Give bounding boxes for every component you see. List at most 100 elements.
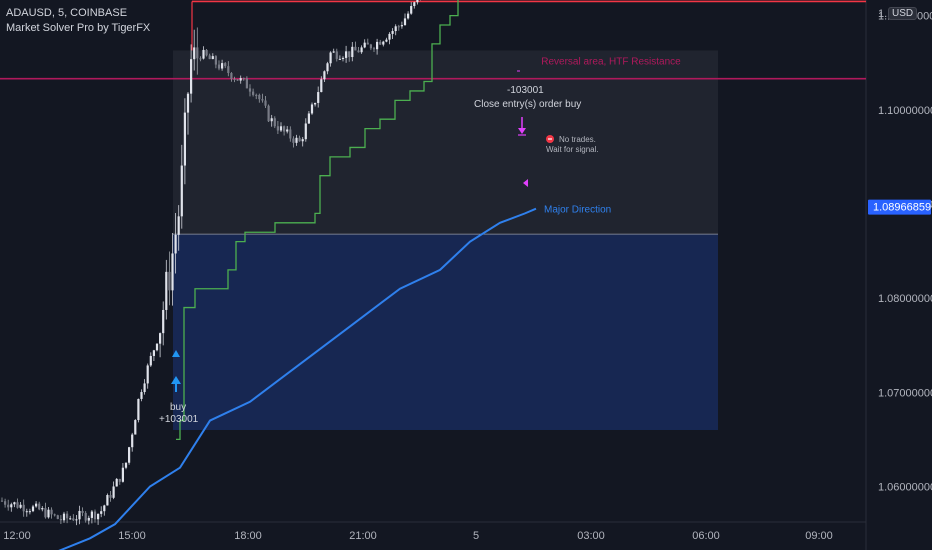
candle-body (252, 91, 255, 95)
candle-body (289, 129, 292, 139)
candle-body (72, 518, 75, 521)
candle-body (134, 420, 137, 435)
candle-body (168, 271, 171, 291)
candle-body (28, 511, 31, 513)
trailing-stop-line (176, 0, 459, 441)
candle-body (75, 519, 78, 521)
candle-body (307, 113, 310, 124)
candle-body (351, 46, 354, 58)
candle-body (239, 78, 242, 81)
candle-body (338, 58, 341, 60)
candle-body (137, 398, 140, 421)
exit-marker-icon (523, 179, 528, 187)
candle-body (140, 392, 143, 399)
candle-body (10, 504, 13, 508)
candle-body (230, 73, 233, 79)
candle-body (332, 51, 335, 53)
candle-body (22, 504, 25, 512)
reversal-area-label: Reversal area, HTF Resistance (541, 57, 681, 68)
candle-body (326, 63, 329, 72)
candle-body (357, 50, 360, 53)
candle-body (388, 33, 391, 40)
major-direction-line (58, 207, 537, 550)
candle-body (66, 513, 69, 519)
candle-body (56, 515, 59, 519)
candle-body (217, 64, 221, 69)
candle-body (118, 478, 121, 482)
buy-marker-top (172, 350, 180, 357)
candle-body (376, 41, 379, 50)
candle-body (242, 78, 245, 80)
buy-signal-id: +103001 (159, 414, 199, 425)
candle-body (292, 138, 295, 143)
candle-body (379, 41, 382, 45)
major-direction-label: Major Direction (544, 205, 611, 216)
candle-body (177, 216, 180, 235)
x-tick-label: 18:00 (234, 530, 262, 542)
x-tick-label: 15:00 (118, 530, 146, 542)
candle-body (385, 39, 388, 42)
buy-signal-label: buy (170, 402, 186, 413)
candle-body (403, 18, 407, 26)
candle-body (69, 518, 72, 520)
candle-body (131, 434, 134, 448)
candle-body (323, 71, 326, 80)
candle-body (407, 13, 410, 19)
currency-button[interactable]: USD (888, 7, 918, 20)
candle-body (16, 502, 19, 508)
candle-body (301, 139, 304, 142)
candle-body (304, 123, 307, 140)
candle-body (354, 46, 357, 51)
candle-body (193, 47, 196, 60)
candle-body (341, 57, 345, 59)
candle-body (100, 511, 103, 514)
candle-body (90, 511, 93, 518)
candle-body (159, 333, 162, 344)
candle-body (38, 503, 41, 510)
candle-body (314, 102, 317, 105)
candle-body (87, 517, 90, 521)
x-tick-label: 09:00 (805, 530, 833, 542)
notice-line-1: No trades. (559, 135, 596, 144)
candle-body (329, 52, 332, 64)
candle-body (81, 510, 84, 513)
candle-body (224, 63, 227, 67)
candle-body (221, 63, 224, 69)
symbol-line: ADAUSD, 5, COINBASE (6, 7, 128, 19)
candle-body (273, 118, 276, 127)
x-tick-label: 5 (473, 530, 479, 542)
buy-arrow-icon (171, 376, 181, 384)
candle-body (174, 234, 177, 254)
close-signal-id: -103001 (507, 85, 544, 96)
candle-body (109, 495, 112, 498)
candle-body (53, 514, 56, 516)
candle-body (410, 6, 413, 14)
x-tick-label: 03:00 (577, 530, 605, 542)
candle-body (248, 88, 252, 92)
candle-body (270, 118, 273, 122)
candle-body (286, 129, 289, 132)
candle-body (283, 126, 286, 132)
close-arrow-icon (518, 128, 526, 134)
candle-body (183, 112, 186, 166)
candle-body (41, 508, 44, 510)
candle-body (59, 518, 62, 521)
zone-0 (173, 50, 718, 235)
candle-body (298, 137, 301, 142)
y-tick-label: 1.06000000 (878, 482, 932, 494)
candle-body (4, 501, 7, 505)
candle-body (0, 500, 4, 502)
candle-body (121, 467, 124, 482)
candle-body (186, 93, 190, 113)
candle-body (317, 92, 320, 103)
candle-body (112, 486, 115, 498)
candle-body (25, 511, 28, 513)
candle-body (13, 502, 16, 505)
price-label-text: 1.08966859 (873, 202, 931, 214)
candle-body (208, 55, 211, 60)
candle-body (162, 309, 165, 334)
candle-body (413, 2, 416, 7)
candle-body (115, 478, 118, 487)
